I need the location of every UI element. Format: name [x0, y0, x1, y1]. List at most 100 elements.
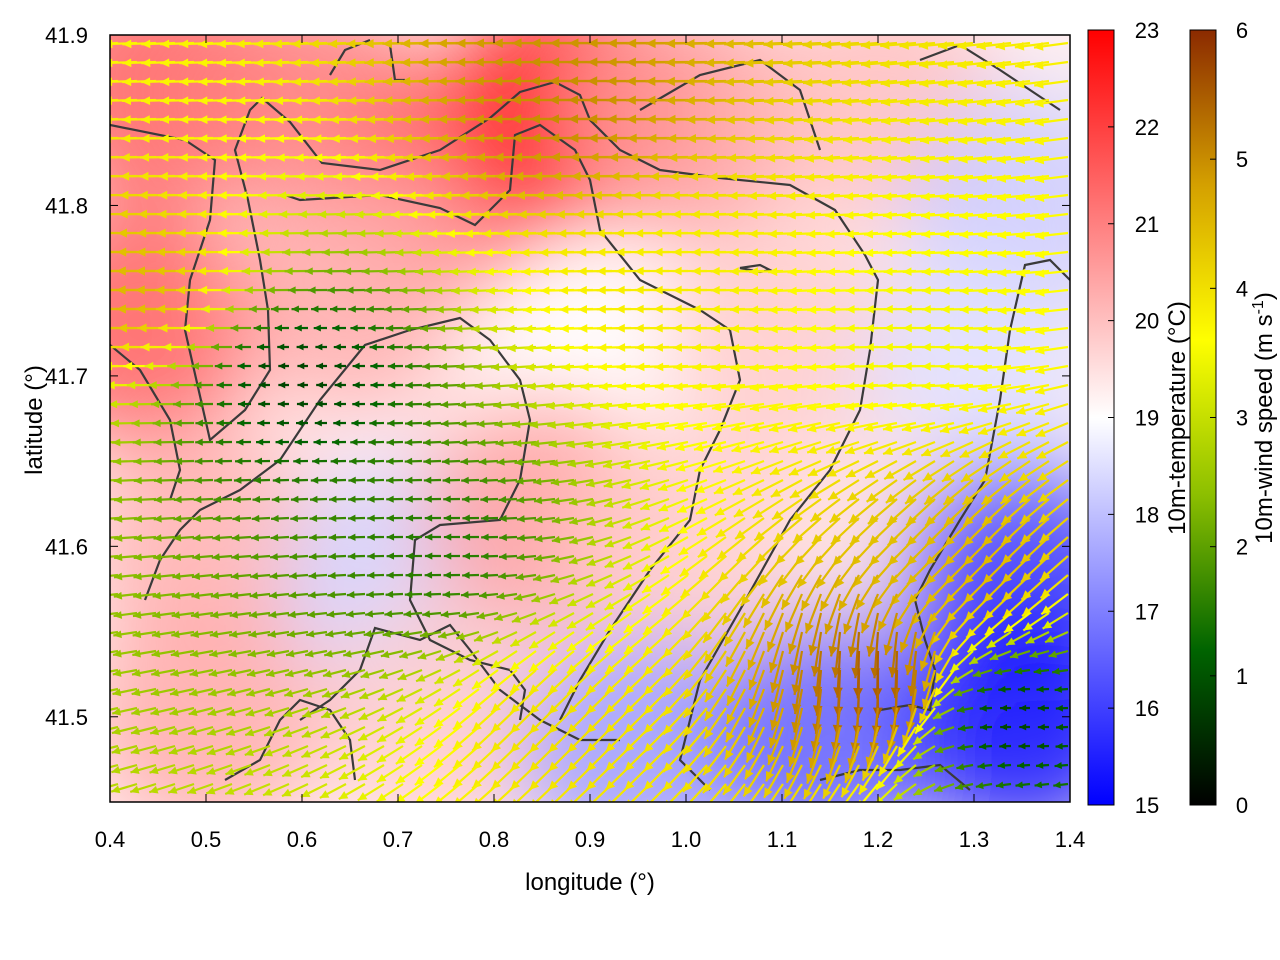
wind-arrow: [268, 591, 290, 599]
wind-arrow: [227, 687, 252, 697]
wind-arrow: [725, 688, 746, 725]
contour-line: [919, 43, 1061, 111]
wind-arrow: [443, 495, 461, 503]
wind-arrow: [404, 362, 423, 370]
wind-arrow: [863, 192, 898, 201]
wind-arrow: [1015, 402, 1050, 415]
wind-arrow: [933, 631, 955, 666]
wind-arrow: [424, 533, 442, 541]
wind-arrow: [131, 706, 157, 716]
wind-arrow: [370, 381, 385, 389]
wind-arrow: [914, 612, 936, 649]
wind-arrow: [308, 572, 328, 580]
wind-arrow: [639, 478, 670, 491]
wind-arrow: [386, 533, 404, 541]
wind-arrow: [784, 593, 804, 633]
wind-arrow: [133, 476, 157, 485]
wind-arrow: [461, 495, 480, 503]
wind-arrow: [378, 668, 404, 680]
wind-arrow: [234, 457, 252, 465]
wind-arrow: [641, 593, 670, 615]
wind-arrow: [939, 421, 974, 434]
wind-arrow: [528, 631, 556, 650]
wind-arrow: [844, 783, 860, 802]
wind-arrow: [113, 630, 138, 639]
wind-arrow: [132, 630, 157, 639]
wind-arrow: [152, 419, 176, 428]
wind-arrow: [1035, 231, 1069, 240]
wind-arrow: [272, 476, 290, 484]
wind-arrow: [264, 706, 290, 717]
wind-arrow: [995, 781, 1012, 789]
wind-arrow: [1014, 79, 1050, 89]
wind-arrow: [881, 116, 917, 126]
wind-arrow: [623, 612, 651, 634]
wind-arrow: [904, 631, 918, 676]
wind-arrow: [287, 286, 309, 294]
wind-arrow: [193, 381, 214, 389]
wind-arrow: [285, 649, 309, 658]
wind-arrow: [822, 78, 860, 88]
wind-arrow: [899, 59, 936, 69]
wind-arrow: [1055, 704, 1069, 712]
wind-arrow: [886, 498, 917, 526]
wind-arrow: [934, 744, 955, 754]
wind-arrow: [864, 460, 898, 480]
wind-arrow: [1015, 781, 1031, 789]
wind-arrow: [289, 552, 309, 561]
wind-arrow: [996, 402, 1031, 415]
wind-arrow: [170, 381, 195, 389]
wind-arrow: [604, 650, 632, 675]
wind-arrow: [569, 516, 594, 526]
wind-arrow: [442, 590, 461, 599]
wind-arrow: [232, 495, 252, 504]
wind-arrow: [657, 478, 689, 492]
wind-arrow: [150, 687, 176, 697]
wind-arrow: [931, 688, 955, 709]
wind-arrow: [642, 631, 670, 656]
wind-arrow: [419, 630, 442, 639]
wind-arrow: [830, 517, 860, 545]
wind-arrow: [454, 783, 480, 802]
wind-arrow: [244, 763, 271, 776]
wind-arrow: [601, 440, 632, 450]
wind-arrow: [509, 631, 537, 648]
wind-arrow: [357, 726, 385, 742]
wind-arrow: [1002, 593, 1031, 619]
wind-arrow: [875, 764, 898, 791]
wind-arrow: [346, 591, 366, 599]
wind-arrow: [476, 611, 499, 620]
wind-arrow: [376, 783, 404, 802]
wind-arrow: [377, 687, 404, 701]
wind-arrow: [252, 495, 271, 504]
wind-arrow: [405, 381, 423, 389]
wind-arrow: [1034, 98, 1069, 108]
wind-arrow: [452, 688, 480, 710]
wind-arrow: [132, 438, 157, 447]
wind-arrow: [918, 688, 937, 724]
wind-arrow: [442, 476, 461, 484]
wind-arrow: [153, 553, 176, 561]
wind-arrow: [551, 535, 575, 544]
wind-arrow: [656, 440, 689, 451]
wind-arrow: [719, 574, 746, 604]
wind-arrow: [288, 591, 309, 599]
wind-arrow: [893, 764, 917, 785]
wind-arrow: [1034, 117, 1069, 127]
wind-arrow: [662, 688, 689, 717]
wind-arrow: [338, 745, 366, 761]
wind-arrow: [1035, 761, 1050, 769]
wind-arrow: [934, 725, 955, 736]
wind-arrow: [359, 687, 385, 700]
wind-arrow: [213, 495, 233, 504]
wind-arrow: [231, 534, 252, 542]
colorbar-tick-label: 16: [1135, 696, 1159, 721]
wind-arrow: [999, 742, 1012, 750]
wind-arrow: [230, 591, 252, 600]
wind-arrow: [396, 688, 423, 703]
wind-arrow: [1042, 612, 1069, 630]
wind-arrow: [1000, 498, 1031, 526]
wind-arrow: [941, 460, 974, 483]
wind-arrow: [225, 744, 252, 756]
wind-arrow: [958, 136, 993, 145]
